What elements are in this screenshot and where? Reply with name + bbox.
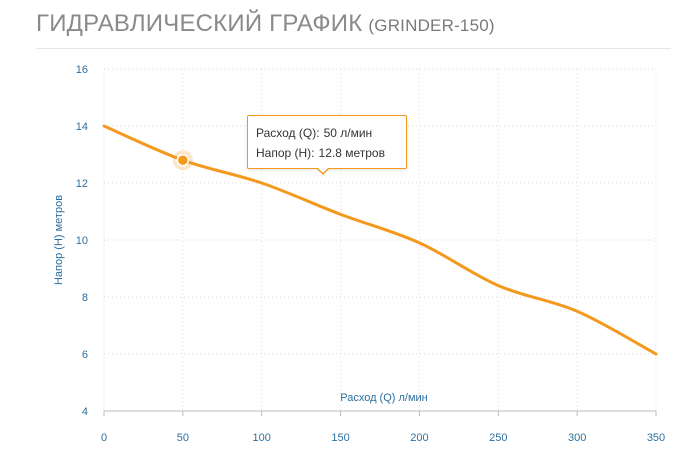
y-axis-label: Напор (H) метров — [53, 195, 65, 285]
x-tick-label: 250 — [489, 432, 507, 444]
tooltip-flow-label: Расход (Q): — [256, 126, 320, 140]
series-line — [102, 124, 658, 356]
title-model: (GRINDER-150) — [368, 16, 495, 35]
x-tick-label: 150 — [331, 432, 349, 444]
y-tick-label: 12 — [76, 178, 88, 190]
y-tick-label: 16 — [76, 64, 88, 76]
data-point[interactable] — [653, 351, 659, 357]
tooltip-head-row: Напор (H): 12.8 метров — [256, 143, 406, 163]
y-tick-label: 6 — [82, 349, 88, 361]
title-divider — [36, 48, 671, 49]
highlight-point[interactable] — [176, 153, 190, 167]
data-point[interactable] — [338, 211, 344, 217]
y-tick-label: 10 — [76, 235, 88, 247]
data-point[interactable] — [416, 240, 422, 246]
x-tick-label: 200 — [410, 432, 428, 444]
tick-labels: 4 6 8 10 12 14 16 0 50 100 150 200 250 300 350 — [76, 64, 665, 444]
x-tick-label: 350 — [647, 432, 665, 444]
y-tick-label: 8 — [82, 292, 88, 304]
x-tick-label: 0 — [101, 432, 107, 444]
data-point[interactable] — [574, 308, 580, 314]
tooltip-head-value: 12.8 метров — [318, 146, 385, 160]
tooltip-flow-row: Расход (Q): 50 л/мин — [256, 123, 406, 143]
x-tick-label: 100 — [253, 432, 271, 444]
x-axis-label: Расход (Q) л/мин — [340, 392, 428, 404]
title-main: ГИДРАВЛИЧЕСКИЙ ГРАФИК — [36, 10, 363, 37]
tooltip-head-label: Напор (H): — [256, 146, 315, 160]
data-point[interactable] — [259, 180, 265, 186]
y-tick-label: 4 — [82, 406, 88, 418]
data-point[interactable] — [101, 123, 107, 129]
x-tick-label: 50 — [177, 432, 189, 444]
data-tooltip: Расход (Q): 50 л/мин Напор (H): 12.8 метро… — [247, 115, 407, 175]
tooltip-flow-value: 50 л/мин — [323, 126, 373, 140]
y-tick-label: 14 — [76, 121, 88, 133]
data-point[interactable] — [495, 283, 501, 289]
x-tick-label: 300 — [568, 432, 586, 444]
chart-title: ГИДРАВЛИЧЕСКИЙ ГРАФИК (GRINDER-150) — [36, 10, 495, 38]
